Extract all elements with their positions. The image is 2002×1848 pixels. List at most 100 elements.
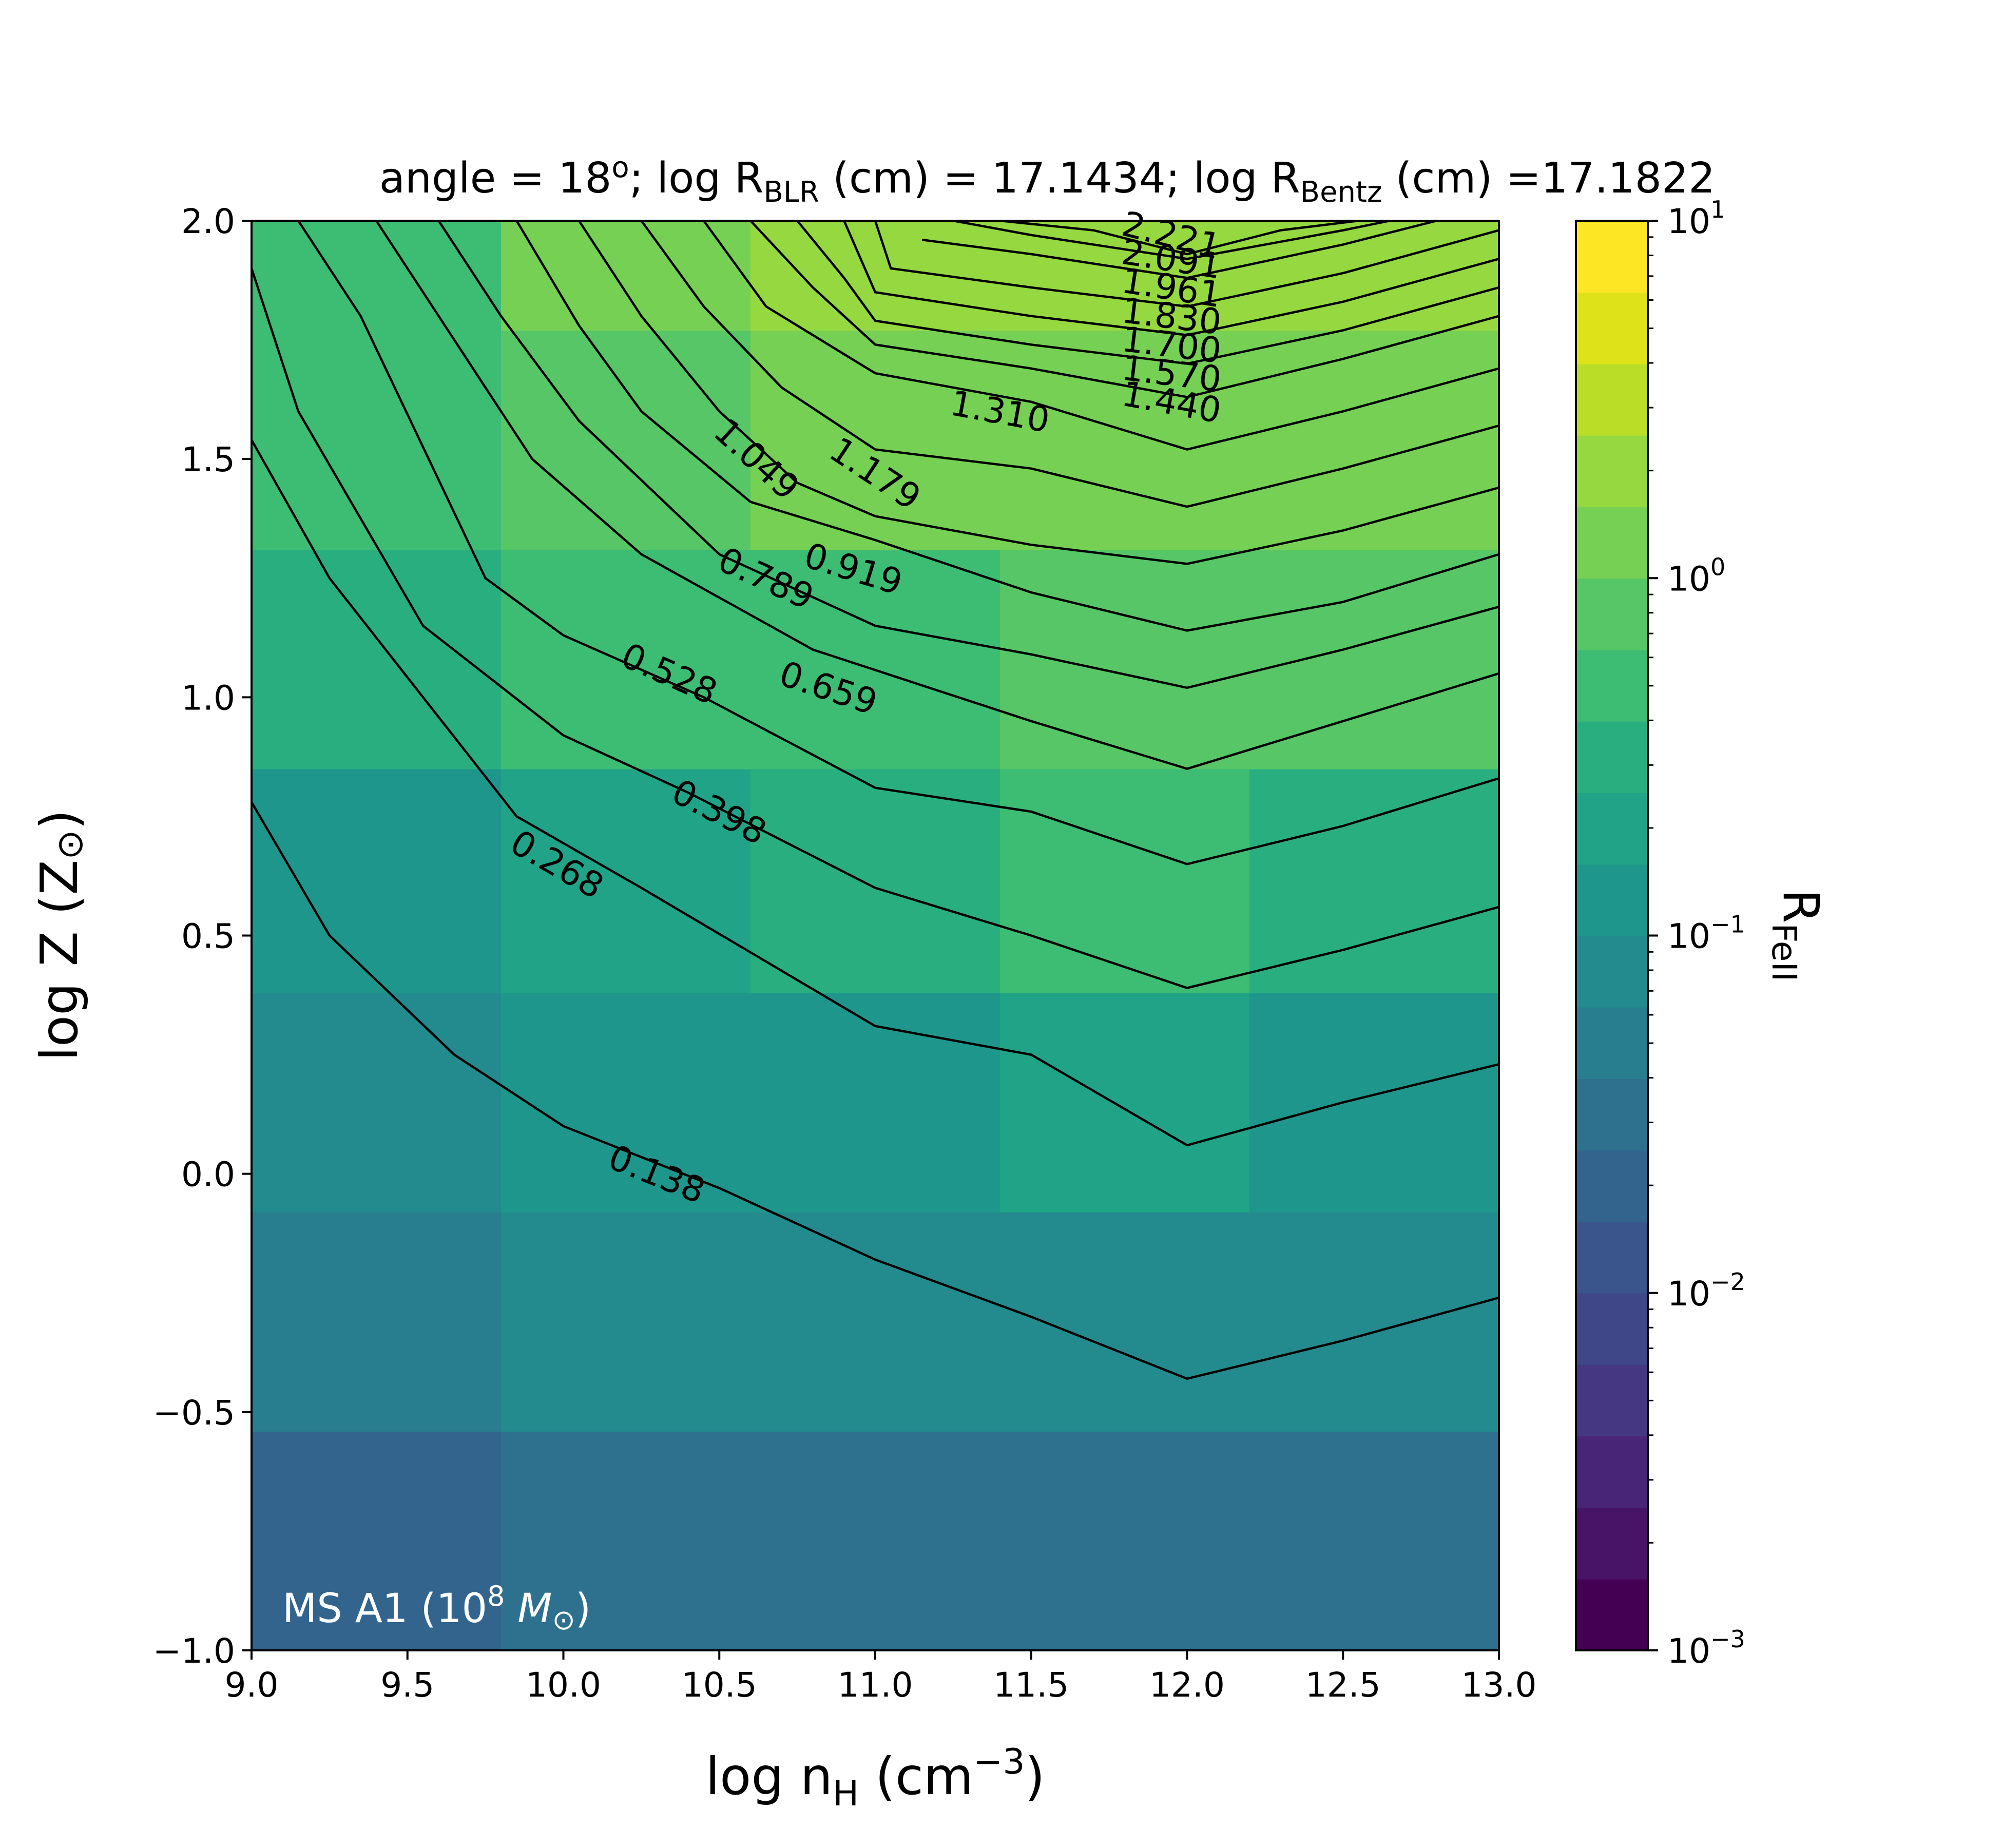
chart-title: angle = 18o; log RBLR (cm) = 17.1434; lo… — [379, 151, 1716, 209]
colorbar-segment — [1576, 507, 1648, 579]
y-tick-label: −0.5 — [153, 1393, 235, 1433]
annotation: MS A1 (108 M⊙) — [282, 1580, 591, 1636]
colorbar-segment — [1576, 578, 1648, 650]
heatmap-cell — [1249, 768, 1499, 993]
colorbar-segment — [1576, 1578, 1648, 1651]
heatmap-cell — [750, 549, 1000, 769]
y-tick-label: 0.5 — [181, 917, 235, 956]
colorbar-label: RFeII — [1764, 889, 1830, 982]
y-tick-label: 2.0 — [181, 202, 235, 241]
x-axis: 9.0 9.5 10.0 10.5 11.0 11.5 12.0 12.5 13.0 — [225, 1650, 1537, 1705]
colorbar — [1576, 221, 1648, 1651]
colorbar-segment — [1576, 1150, 1648, 1222]
heatmap-cell — [501, 221, 751, 331]
colorbar-tick-label: 10−2 — [1667, 1268, 1745, 1314]
heatmap-cell — [501, 1431, 751, 1650]
heatmap — [252, 221, 1499, 1650]
heatmap-cell — [1000, 768, 1250, 993]
heatmap-cell — [252, 768, 502, 993]
contour-line — [437, 221, 1499, 689]
heatmap-cell — [750, 1431, 1000, 1650]
heatmap-cell — [1249, 1431, 1499, 1650]
x-axis-label: log nH (cm−3) — [705, 1742, 1045, 1814]
contour-line — [252, 439, 1499, 1147]
heatmap-cell — [1000, 1431, 1250, 1650]
y-tick-label: 0.0 — [181, 1155, 235, 1195]
heatmap-cell — [1249, 549, 1499, 769]
contour-line — [640, 221, 1499, 508]
heatmap-cell — [1249, 992, 1499, 1212]
colorbar-segment — [1576, 864, 1648, 936]
colorbar-ticks: 10−3 10−2 10−1 100 101 — [1648, 196, 1745, 1671]
contour-lines — [252, 221, 1499, 1380]
x-tick-label: 11.0 — [838, 1665, 913, 1705]
heatmap-cell — [252, 221, 502, 331]
heatmap-cell — [750, 992, 1000, 1212]
contour-line — [999, 221, 1359, 256]
colorbar-segment — [1576, 435, 1648, 507]
colorbar-segment — [1576, 793, 1648, 865]
contour-line — [843, 221, 1499, 337]
colorbar-segment — [1576, 649, 1648, 722]
y-tick-label: −1.0 — [153, 1631, 235, 1671]
contour-line — [921, 221, 1437, 279]
heatmap-cell — [501, 549, 751, 769]
heatmap-cell — [750, 768, 1000, 993]
colorbar-segment — [1576, 1436, 1648, 1508]
colorbar-segment — [1576, 1007, 1648, 1079]
colorbar-segment — [1576, 721, 1648, 793]
x-tick-label: 11.5 — [993, 1665, 1069, 1705]
heatmap-cell — [750, 221, 1000, 331]
heatmap-cell — [1249, 330, 1499, 550]
y-axis-label: log Z (Z⊙) — [29, 810, 91, 1061]
colorbar-tick-label: 100 — [1667, 553, 1725, 599]
x-tick-label: 9.0 — [225, 1665, 279, 1705]
colorbar-segment — [1576, 221, 1648, 293]
x-tick-label: 12.5 — [1305, 1665, 1381, 1705]
heatmap-cell — [1000, 992, 1250, 1212]
colorbar-segment — [1576, 292, 1648, 364]
x-tick-label: 12.0 — [1149, 1665, 1225, 1705]
heatmap-cell — [252, 1431, 502, 1650]
x-tick-label: 13.0 — [1461, 1665, 1537, 1705]
heatmap-cell — [252, 992, 502, 1212]
y-axis: −1.0 −0.5 0.0 0.5 1.0 1.5 2.0 — [153, 202, 252, 1671]
contour-line — [874, 221, 1499, 308]
contour-line — [796, 221, 1499, 365]
colorbar-tick-label: 10−3 — [1667, 1625, 1745, 1671]
contour-line — [953, 221, 1390, 260]
heatmap-cell — [252, 330, 502, 550]
colorbar-segment — [1576, 1364, 1648, 1437]
heatmap-cell — [501, 1211, 751, 1432]
heatmap-cell — [1249, 1211, 1499, 1432]
contour-line — [297, 221, 1499, 865]
heatmap-cell — [1000, 1211, 1250, 1432]
y-tick-label: 1.0 — [181, 678, 235, 718]
contour-line — [749, 221, 1499, 398]
colorbar-tick-label: 10−1 — [1667, 911, 1745, 956]
contour-line — [375, 221, 1499, 770]
colorbar-segment — [1576, 1507, 1648, 1580]
colorbar-segment — [1576, 1293, 1648, 1365]
colorbar-segment — [1576, 1221, 1648, 1294]
heatmap-cell — [501, 992, 751, 1212]
colorbar-segment — [1576, 935, 1648, 1008]
heatmap-cell — [501, 768, 751, 993]
heatmap-cell — [1000, 549, 1250, 769]
contour-line — [578, 221, 1499, 565]
contour-line — [252, 801, 1499, 1380]
heatmap-cell — [501, 330, 751, 550]
heatmap-cell — [750, 1211, 1000, 1432]
contour-line — [515, 221, 1499, 632]
colorbar-segment — [1576, 1079, 1648, 1151]
x-tick-label: 9.5 — [380, 1665, 434, 1705]
y-tick-label: 1.5 — [181, 440, 235, 479]
x-tick-label: 10.0 — [526, 1665, 601, 1705]
colorbar-tick-label: 101 — [1667, 196, 1725, 241]
heatmap-cell — [252, 549, 502, 769]
colorbar-segment — [1576, 363, 1648, 436]
contour-line — [252, 268, 1499, 989]
heatmap-cell — [252, 1211, 502, 1432]
heatmap-cell — [1000, 330, 1250, 550]
